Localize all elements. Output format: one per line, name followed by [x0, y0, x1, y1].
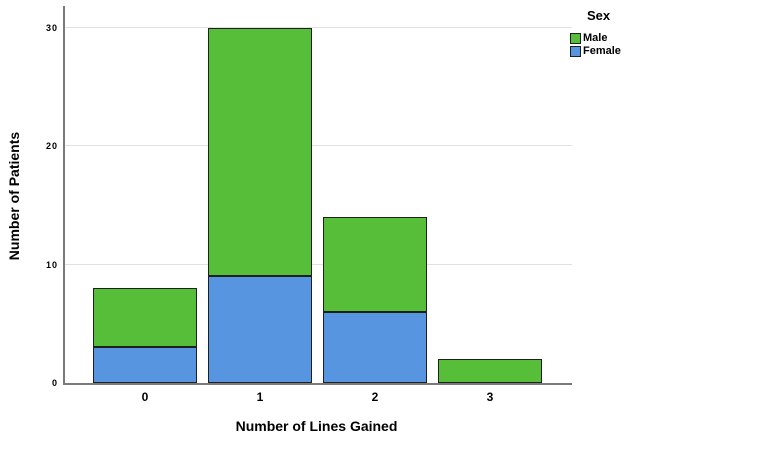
x-axis-title: Number of Lines Gained [235, 418, 398, 434]
y-tick-label-30: 30 [45, 22, 58, 33]
bar-segment-male-x2 [323, 217, 427, 312]
bar-segment-male-x0 [93, 288, 197, 348]
legend-swatch-female-icon [570, 46, 581, 57]
bar-segment-female-x2 [323, 311, 427, 383]
bar-segment-female-x0 [93, 347, 197, 383]
bar-segment-male-x1 [208, 27, 312, 277]
y-tick-label-20: 20 [45, 141, 58, 151]
gridline-y-10 [65, 263, 572, 265]
x-tick-label-2: 2 [371, 390, 379, 404]
legend-swatch-male-icon [570, 33, 581, 44]
legend-items: Male Female [570, 32, 750, 58]
legend-label-male: Male [583, 32, 608, 44]
plot-area [63, 6, 572, 385]
legend-item-female: Female [570, 45, 750, 58]
gridline-y-20 [65, 145, 572, 146]
y-tick-label-0: 0 [51, 378, 58, 388]
y-tick-label-10: 10 [45, 259, 58, 270]
x-tick-label-3: 3 [486, 390, 494, 404]
bar-segment-male-x3 [438, 359, 542, 383]
gridline-y-30 [65, 26, 572, 28]
legend-label-female: Female [583, 45, 621, 57]
x-tick-label-0: 0 [141, 390, 149, 404]
legend-title: Sex [587, 8, 611, 23]
legend: Sex Male Female [570, 8, 750, 58]
bar-segment-female-x1 [208, 276, 312, 383]
legend-item-male: Male [570, 32, 750, 45]
x-tick-label-1: 1 [256, 390, 264, 404]
